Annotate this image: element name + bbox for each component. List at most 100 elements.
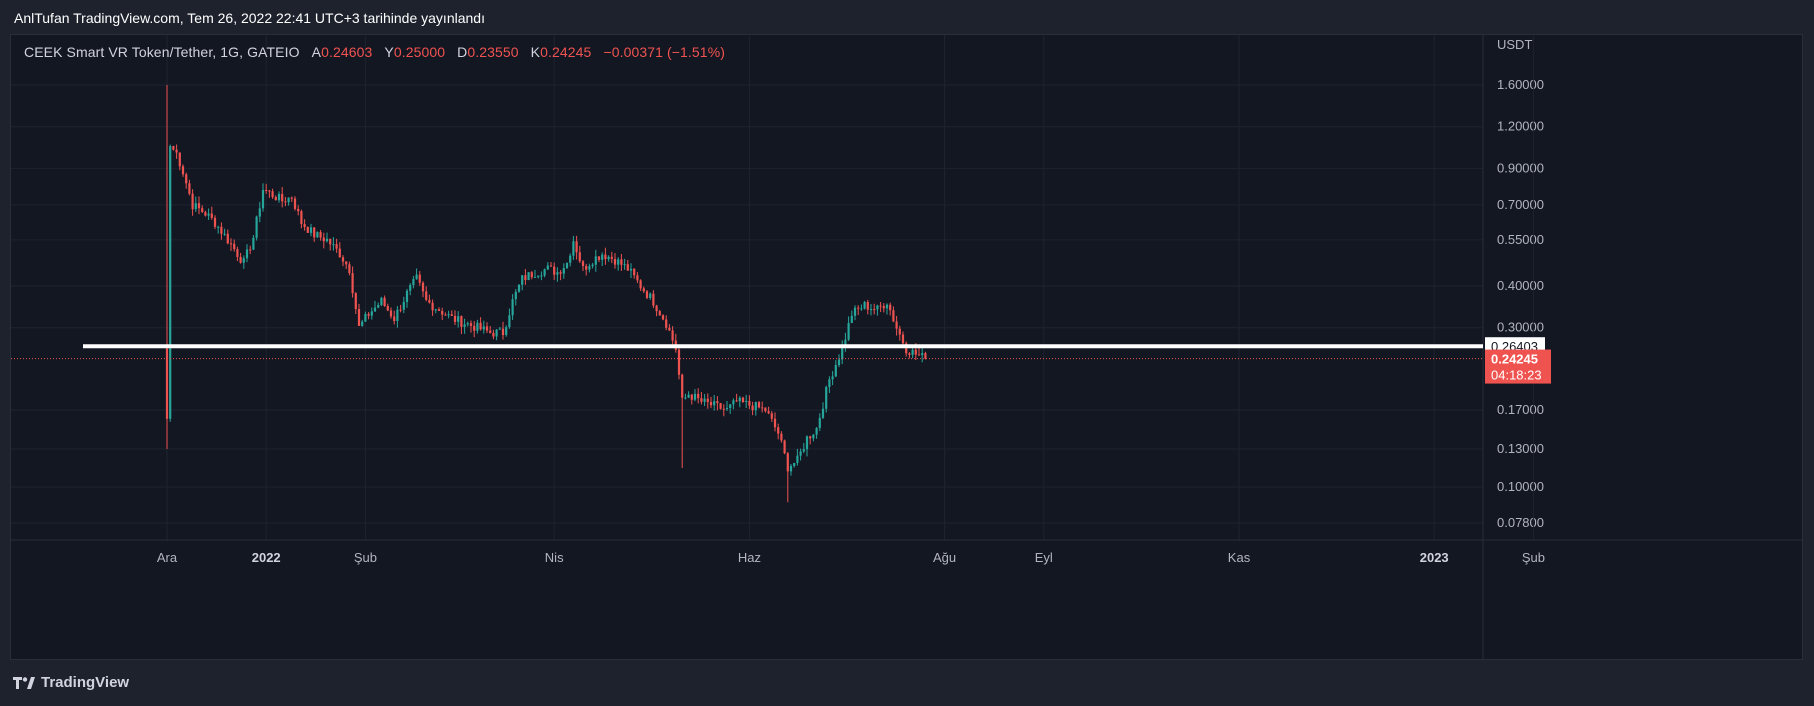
candle-body [476, 322, 479, 331]
candle-body [601, 254, 604, 260]
candle-body [924, 353, 927, 359]
candle-body [338, 248, 341, 258]
candle-body [297, 208, 300, 212]
candle-body [191, 193, 194, 210]
candle-body [293, 198, 297, 209]
candle-body [345, 261, 348, 265]
candle-body [210, 213, 213, 218]
candle-body [351, 273, 354, 294]
candle-body [341, 257, 345, 262]
publish-info: AnlTufan TradingView.com, Tem 26, 2022 2… [14, 10, 485, 26]
candle-body [268, 190, 271, 192]
candle-body [514, 291, 517, 300]
candle-body [789, 465, 793, 472]
candle-body [169, 146, 172, 419]
last-price-badge [1485, 349, 1551, 384]
candle-body [505, 327, 508, 336]
candle-body [437, 309, 441, 312]
candle-body [645, 291, 649, 298]
candle-body [866, 302, 869, 310]
candle-body [361, 321, 364, 326]
candle-body [226, 233, 229, 244]
candle-body [175, 149, 178, 153]
candle-body [693, 393, 697, 400]
time-tick-label: 2023 [1420, 550, 1449, 565]
candle-body [249, 249, 252, 251]
candle-body [303, 223, 306, 228]
candle-body [767, 411, 770, 414]
change-value: −0.00371 (−1.51%) [603, 44, 726, 60]
candle-body [713, 401, 716, 406]
low-value: 0.23550 [467, 44, 519, 60]
candle-body [565, 262, 569, 269]
candle-body [802, 449, 805, 452]
candle-body [754, 402, 757, 411]
candle-body [543, 269, 546, 276]
chart-area[interactable]: 1.60000 1.20000 0.90000 0.70000 0.55000 0.400… [10, 34, 1803, 660]
candle-body [882, 306, 885, 309]
candle-body [697, 393, 700, 399]
candle-body [572, 241, 575, 256]
candle-body [786, 453, 789, 472]
candle-body [290, 197, 293, 199]
price-tick-label: 0.70000 [1497, 197, 1544, 212]
candle-body [181, 166, 185, 175]
candle-body [741, 397, 745, 403]
candle-body [325, 238, 329, 242]
candle-body [463, 324, 466, 327]
candle-body [309, 227, 313, 233]
candle-body [623, 264, 626, 266]
high-value: 0.25000 [393, 44, 446, 60]
candle-body [745, 400, 748, 403]
candle-body [207, 213, 210, 216]
candle-body [719, 403, 722, 409]
close-value: 0.24245 [540, 44, 592, 60]
candle-body [441, 311, 444, 315]
candle-body [889, 304, 892, 311]
candle-body [348, 264, 351, 274]
price-chart[interactable]: 1.60000 1.20000 0.90000 0.70000 0.55000 0.400… [11, 35, 1802, 659]
candle-body [284, 201, 287, 203]
candle-body [546, 265, 549, 270]
price-tick-label: 0.90000 [1497, 160, 1544, 175]
candle-body [649, 293, 652, 298]
candle-body [274, 197, 277, 201]
candle-body [498, 328, 501, 330]
candle-body [527, 272, 530, 280]
candle-body [354, 293, 357, 309]
candle-body [425, 291, 428, 300]
candle-body [613, 258, 617, 265]
candle-body [777, 427, 780, 434]
candle-body [898, 328, 901, 335]
candle-body [540, 275, 543, 277]
candle-body [921, 353, 924, 356]
candle-body [773, 418, 777, 428]
candle-body [300, 211, 303, 224]
candle-body [799, 451, 802, 456]
candle-body [188, 183, 191, 194]
candle-body [722, 408, 725, 410]
candle-body [453, 315, 457, 322]
time-tick-label: Haz [738, 550, 761, 565]
candle-body [844, 339, 847, 347]
candle-body [607, 256, 610, 260]
candle-body [661, 315, 665, 320]
candle-body [469, 323, 473, 326]
symbol-name[interactable]: CEEK Smart VR Token/Tether, 1G, GATEIO [24, 44, 300, 60]
candle-body [415, 274, 418, 280]
low-label: D [457, 44, 468, 60]
candle-body [223, 233, 226, 235]
candle-body [549, 265, 553, 267]
candle-body [332, 244, 335, 246]
candle-body [729, 404, 732, 409]
candle-body [911, 349, 914, 355]
candle-body [569, 255, 572, 263]
candle-body [892, 310, 895, 322]
candle-body [591, 264, 594, 267]
candle-body [165, 348, 169, 419]
candle-body [700, 398, 703, 402]
candle-body [684, 397, 687, 399]
chart-legend: CEEK Smart VR Token/Tether, 1G, GATEIO A… [24, 44, 725, 60]
candle-body [831, 376, 834, 380]
footer-brand[interactable]: TradingView [13, 674, 129, 691]
